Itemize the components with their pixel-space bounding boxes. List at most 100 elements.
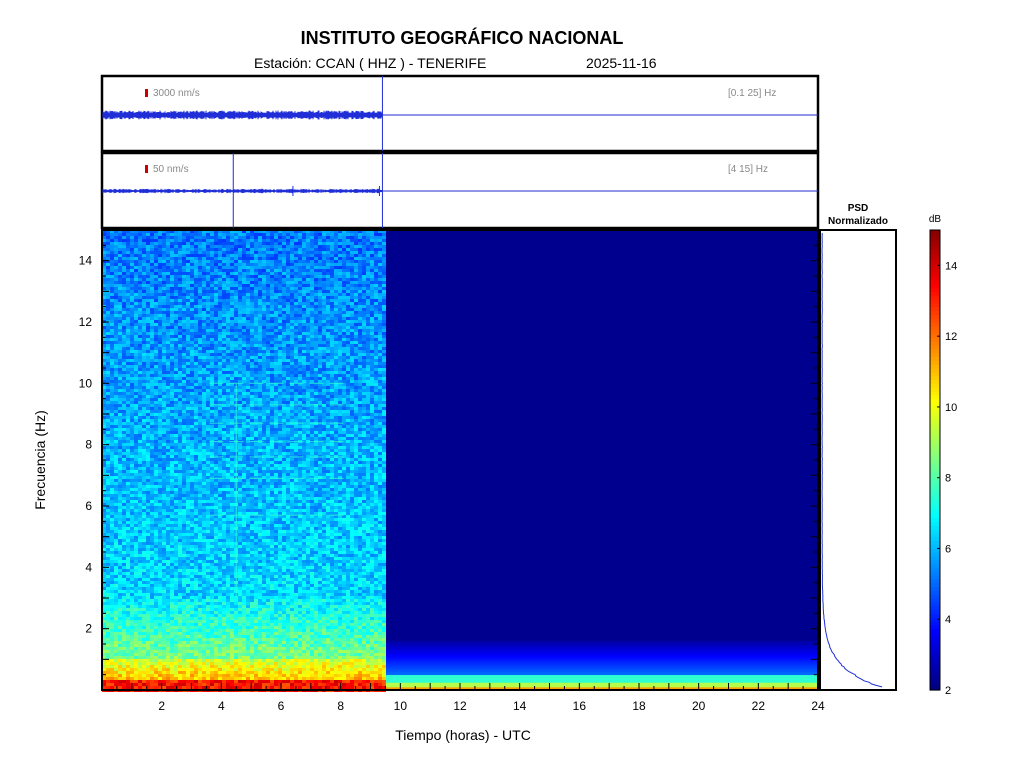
spectrogram-cell xyxy=(258,389,262,392)
spectrogram-cell xyxy=(154,257,158,260)
spectrogram-cell xyxy=(162,266,166,269)
spectrogram-cell xyxy=(134,263,138,266)
spectrogram-cell xyxy=(206,257,210,260)
spectrogram-cell xyxy=(286,341,290,344)
spectrogram-cell xyxy=(142,404,146,407)
spectrogram-cell xyxy=(162,419,166,422)
spectrogram-cell xyxy=(338,329,342,332)
spectrogram-cell xyxy=(330,332,334,335)
spectrogram-cell xyxy=(118,230,122,233)
spectrogram-cell xyxy=(322,419,326,422)
spectrogram-cell xyxy=(258,341,262,344)
spectrogram-cell xyxy=(294,362,298,365)
spectrogram-cell xyxy=(222,308,226,311)
spectrogram-cell xyxy=(194,422,198,425)
spectrogram-cell xyxy=(178,284,182,287)
spectrogram-cell xyxy=(266,431,270,434)
spectrogram-cell xyxy=(190,353,194,356)
spectrogram-cell xyxy=(106,410,110,413)
spectrogram-cell xyxy=(382,359,386,362)
spectrogram-cell xyxy=(250,284,254,287)
spectrogram-cell xyxy=(146,251,150,254)
spectrogram-cell xyxy=(146,380,150,383)
spectrogram-cell xyxy=(242,350,246,353)
spectrogram-cell xyxy=(150,347,154,350)
spectrogram-cell xyxy=(210,287,214,290)
spectrogram-cell xyxy=(138,233,142,236)
spectrogram-cell xyxy=(146,404,150,407)
spectrogram-cell xyxy=(222,431,226,434)
spectrogram-cell xyxy=(350,374,354,377)
spectrogram-cell xyxy=(302,287,306,290)
spectrogram-cell xyxy=(194,341,198,344)
spectrogram-cell xyxy=(326,236,330,239)
spectrogram-cell xyxy=(114,290,118,293)
spectrogram-cell xyxy=(138,404,142,407)
spectrogram-cell xyxy=(254,323,258,326)
spectrogram-cell xyxy=(318,269,322,272)
spectrogram-cell xyxy=(270,293,274,296)
spectrogram-cell xyxy=(194,302,198,305)
spectrogram-cell xyxy=(102,287,106,290)
spectrogram-cell xyxy=(142,308,146,311)
spectrogram-cell xyxy=(330,413,334,416)
spectrogram-cell xyxy=(194,275,198,278)
spectrogram-cell xyxy=(134,347,138,350)
spectrogram-cell xyxy=(150,239,154,242)
spectrogram-cell xyxy=(190,284,194,287)
spectrogram-cell xyxy=(222,425,226,428)
spectrogram-cell xyxy=(218,344,222,347)
spectrogram-cell xyxy=(166,320,170,323)
spectrogram-cell xyxy=(206,413,210,416)
spectrogram-cell xyxy=(354,398,358,401)
spectrogram-cell xyxy=(154,437,158,440)
spectrogram-cell xyxy=(306,338,310,341)
spectrogram-cell xyxy=(210,431,214,434)
spectrogram-cell xyxy=(142,428,146,431)
spectrogram-cell xyxy=(318,296,322,299)
spectrogram-cell xyxy=(374,389,378,392)
spectrogram-cell xyxy=(158,434,162,437)
spectrogram-cell xyxy=(234,323,238,326)
spectrogram-cell xyxy=(362,374,366,377)
spectrogram-cell xyxy=(278,371,282,374)
spectrogram-cell xyxy=(206,356,210,359)
spectrogram-cell xyxy=(330,389,334,392)
spectrogram-cell xyxy=(130,320,134,323)
spectrogram-cell xyxy=(238,257,242,260)
spectrogram-cell xyxy=(214,236,218,239)
spectrogram-cell xyxy=(306,296,310,299)
spectrogram-cell xyxy=(126,338,130,341)
spectrogram-cell xyxy=(286,350,290,353)
spectrogram-cell xyxy=(170,269,174,272)
spectrogram-cell xyxy=(238,401,242,404)
spectrogram-cell xyxy=(262,317,266,320)
spectrogram-cell xyxy=(306,434,310,437)
spectrogram-cell xyxy=(218,401,222,404)
spectrogram-cell xyxy=(198,437,202,440)
spectrogram-cell xyxy=(118,416,122,419)
spectrogram-cell xyxy=(214,251,218,254)
spectrogram-cell xyxy=(354,365,358,368)
spectrogram-cell xyxy=(198,302,202,305)
spectrogram-cell xyxy=(166,392,170,395)
spectrogram-cell xyxy=(218,347,222,350)
spectrogram-cell xyxy=(170,341,174,344)
spectrogram-cell xyxy=(370,371,374,374)
spectrogram-cell xyxy=(122,410,126,413)
spectrogram-cell xyxy=(114,434,118,437)
spectrogram-cell xyxy=(118,239,122,242)
spectrogram-cell xyxy=(134,395,138,398)
spectrogram-cell xyxy=(126,428,130,431)
spectrogram-cell xyxy=(310,281,314,284)
spectrogram-cell xyxy=(354,272,358,275)
spectrogram-cell xyxy=(194,308,198,311)
spectrogram-cell xyxy=(254,353,258,356)
spectrogram-cell xyxy=(254,374,258,377)
spectrogram-cell xyxy=(174,278,178,281)
spectrogram-cell xyxy=(322,341,326,344)
spectrogram-cell xyxy=(150,302,154,305)
spectrogram-cell xyxy=(182,338,186,341)
spectrogram-cell xyxy=(282,305,286,308)
spectrogram-cell xyxy=(222,380,226,383)
